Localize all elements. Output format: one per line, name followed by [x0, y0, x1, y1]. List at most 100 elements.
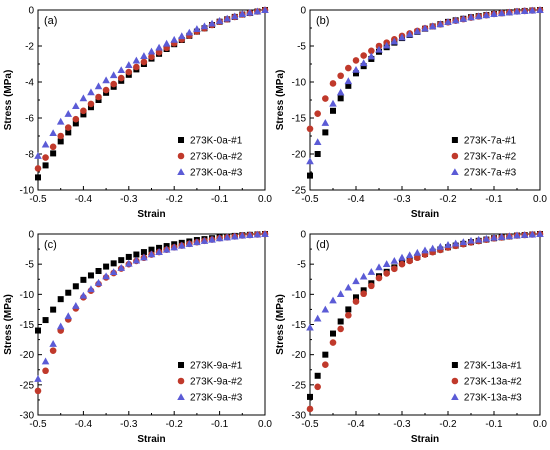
- data-point: [467, 236, 475, 244]
- data-point: [322, 351, 329, 358]
- data-point: [336, 290, 345, 297]
- legend-marker: [451, 168, 459, 176]
- data-point: [103, 263, 110, 270]
- chart-panel-4: -0.5 -0.4 -0.3 -0.2 -0.1 0.0 -30 -25 -20 -15 -10 -5…: [275, 230, 547, 446]
- chart-panel-1: -0.5 -0.4 -0.3 -0.2 -0.1 0.0 -10 -8 -6 -4 -2 0 Strai…: [3, 6, 272, 221]
- series-273K-13a-#3: [306, 230, 544, 331]
- data-point: [65, 289, 72, 296]
- data-point: [117, 74, 125, 82]
- data-point: [428, 244, 437, 252]
- data-point: [444, 241, 452, 248]
- data-point: [170, 35, 178, 43]
- data-point: [330, 107, 336, 114]
- x-axis-label: Strain: [137, 434, 165, 445]
- data-point: [80, 111, 87, 118]
- data-point: [177, 32, 186, 40]
- legend-entry: 273K-9a-#2: [190, 377, 243, 388]
- data-point: [337, 95, 344, 102]
- data-point: [215, 17, 224, 24]
- data-point: [314, 372, 321, 379]
- data-point: [140, 249, 147, 256]
- data-point: [367, 268, 376, 275]
- y-tick-label: -10: [292, 78, 307, 89]
- x-tick-label: -0.4: [347, 419, 365, 430]
- x-tick-label: -0.1: [485, 194, 503, 205]
- legend-entry: 273K-0a-#1: [190, 136, 243, 147]
- data-point: [360, 63, 367, 70]
- plot-frame: [309, 9, 541, 191]
- data-point: [193, 238, 201, 246]
- data-point: [102, 272, 110, 280]
- data-point: [230, 232, 239, 240]
- data-point: [451, 16, 460, 24]
- x-tick-label: -0.4: [347, 194, 365, 205]
- legend-marker: [177, 168, 185, 176]
- data-point: [505, 232, 514, 240]
- data-point: [155, 43, 163, 51]
- legend: 273K-0a-#1 273K-0a-#2 273K-0a-#3: [177, 136, 243, 179]
- data-point: [421, 24, 429, 32]
- data-point: [64, 124, 72, 131]
- x-tick-label: 0.0: [533, 194, 547, 205]
- x-tick-label: -0.5: [301, 419, 319, 430]
- data-point: [56, 322, 65, 330]
- data-point: [413, 27, 422, 35]
- data-point: [246, 8, 254, 16]
- y-tick-label: -20: [292, 150, 307, 161]
- y-tick-label: -4: [25, 78, 34, 89]
- data-point: [140, 58, 148, 66]
- data-point: [95, 268, 102, 275]
- data-point: [337, 72, 344, 80]
- data-point: [391, 265, 398, 273]
- data-point: [321, 119, 330, 126]
- legend: 273K-9a-#1 273K-9a-#2 273K-9a-#3: [177, 361, 243, 404]
- data-point: [72, 283, 79, 290]
- data-point: [436, 20, 445, 28]
- data-point: [72, 115, 80, 123]
- legend-entry: 273K-13a-#2: [464, 377, 522, 388]
- data-point: [261, 230, 269, 238]
- data-point: [306, 125, 314, 133]
- legend: 273K-7a-#1 273K-7a-#2 273K-7a-#3: [451, 136, 517, 179]
- data-point: [35, 327, 41, 334]
- data-point: [360, 52, 367, 59]
- data-point: [170, 243, 178, 251]
- data-point: [35, 174, 41, 181]
- y-tick-label: -25: [20, 380, 35, 391]
- data-point: [322, 129, 329, 136]
- data-point: [382, 41, 391, 49]
- data-point: [459, 238, 468, 246]
- data-point: [390, 256, 399, 264]
- data-point: [322, 95, 329, 102]
- data-point: [490, 233, 498, 241]
- data-point: [360, 287, 367, 294]
- legend-marker: [178, 137, 185, 143]
- data-point: [185, 240, 194, 247]
- y-tick-label: -6: [25, 114, 34, 125]
- legend-marker: [451, 362, 458, 368]
- series-273K-9a-#3: [34, 230, 269, 382]
- data-point: [50, 150, 57, 157]
- x-tick-label: -0.3: [120, 419, 138, 430]
- data-point: [162, 245, 171, 253]
- data-point: [193, 25, 201, 32]
- x-tick-label: -0.4: [75, 194, 93, 205]
- data-point: [313, 138, 322, 146]
- legend-marker: [451, 152, 459, 160]
- series-273K-0a-#3: [34, 6, 269, 159]
- data-point: [56, 117, 65, 125]
- data-point: [147, 47, 156, 55]
- y-tick-label: 0: [28, 6, 34, 17]
- data-point: [474, 12, 483, 20]
- data-point: [330, 330, 336, 337]
- data-point: [382, 260, 391, 268]
- data-point: [329, 296, 337, 304]
- plot-frame: [309, 233, 541, 416]
- data-point: [482, 234, 491, 242]
- data-point: [148, 246, 155, 253]
- data-point: [467, 13, 475, 21]
- x-tick-label: -0.2: [166, 194, 184, 205]
- legend-marker: [178, 362, 185, 368]
- data-point: [42, 317, 49, 324]
- data-point: [490, 10, 498, 17]
